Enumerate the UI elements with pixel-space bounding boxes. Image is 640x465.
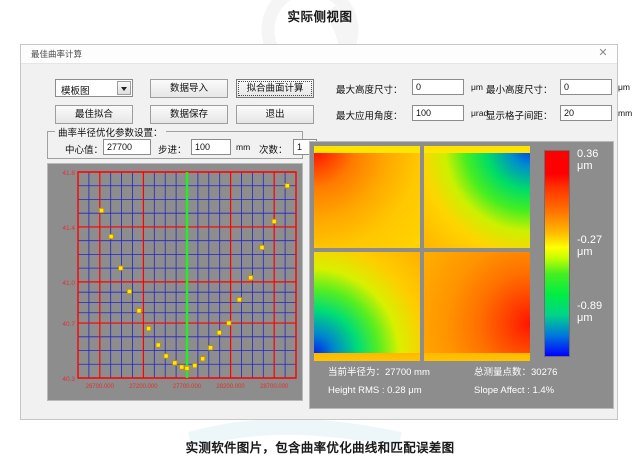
figure-caption: 实测软件图片，包含曲率优化曲线和匹配误差图 [185, 441, 455, 455]
colorbar: 0.36 μm -0.27 μm -0.89 μm [544, 148, 610, 357]
save-data-label: 数据保存 [169, 109, 208, 120]
page-title: 实际侧视图 [287, 10, 353, 24]
scatter-plot-svg: 40.3 40.7 41.0 41.4 41.8 26700.000 27200.000 27… [62, 170, 297, 390]
step-label: 步进： [158, 145, 187, 156]
height-rms-status: Height RMS : 0.28 μm [328, 385, 422, 396]
status-info-strip: 当前半径为：27700 mm 总测量点数：30276 Height RMS : … [314, 364, 610, 404]
colorbar-gradient [544, 150, 570, 357]
step-unit: mm [236, 142, 251, 152]
colorbar-mid-label: -0.27 μm [577, 234, 603, 258]
svg-text:28700.000: 28700.000 [260, 384, 289, 390]
fit-error-map-panel[interactable]: 0.36 μm -0.27 μm -0.89 μm 当前半径为：27700 mm 总测… [309, 141, 614, 409]
grid-spacing-input[interactable] [560, 105, 612, 121]
svg-text:40.3: 40.3 [62, 376, 75, 383]
curvature-optimization-chart[interactable]: 40.3 40.7 41.0 41.4 41.8 26700.000 27200.000 27… [47, 163, 303, 401]
total-points-status: 总测量点数：30276 [474, 367, 558, 378]
svg-text:40.7: 40.7 [62, 321, 75, 328]
window-title-bar: 最佳曲率计算 ✕ [21, 45, 617, 64]
min-height-label: 最小高度尺寸： [486, 85, 553, 96]
grid-spacing-label: 显示格子间距： [486, 111, 553, 122]
template-combo[interactable]: 模板图 [55, 79, 133, 97]
center-value-label: 中心值： [65, 145, 104, 156]
svg-text:41.0: 41.0 [62, 280, 75, 287]
heatmap-quadrant-top-right [424, 146, 530, 248]
svg-text:41.4: 41.4 [62, 225, 75, 232]
fit-error-heatmap[interactable] [314, 146, 530, 361]
best-fit-button[interactable]: 最佳拟合 [55, 105, 133, 124]
template-combo-value: 模板图 [61, 86, 90, 97]
max-angle-input[interactable] [412, 105, 464, 121]
min-height-input[interactable] [560, 79, 612, 95]
save-data-button[interactable]: 数据保存 [150, 105, 228, 124]
times-label: 次数： [259, 145, 288, 156]
heatmap-quadrant-top-left [314, 146, 420, 248]
chevron-down-icon[interactable] [117, 81, 131, 95]
slope-affect-status: Slope Affect : 1.4% [474, 385, 555, 396]
grid-spacing-unit: mm [618, 108, 633, 118]
app-window: 最佳曲率计算 ✕ 模板图 数据导入 拟合曲面计算 最佳拟合 数据保存 退出 最大… [20, 44, 632, 420]
exit-label: 退出 [265, 109, 285, 120]
current-radius-status: 当前半径为：27700 mm [328, 367, 430, 378]
svg-text:28200.000: 28200.000 [216, 384, 245, 390]
window-title: 最佳曲率计算 [31, 49, 83, 59]
heatmap-quadrant-bottom-left [314, 252, 420, 354]
best-fit-label: 最佳拟合 [74, 109, 113, 120]
fit-surface-label: 拟合曲面计算 [246, 83, 304, 94]
heatmap-quadrant-bottom-right [424, 252, 530, 354]
heatmap-vertical-divider [420, 146, 424, 361]
close-icon[interactable]: ✕ [598, 47, 608, 59]
svg-text:27700.000: 27700.000 [173, 384, 202, 390]
max-height-unit: μm [471, 82, 483, 92]
max-angle-unit: μrad [471, 108, 489, 118]
svg-text:41.8: 41.8 [62, 170, 75, 177]
min-height-unit: μm [618, 82, 630, 92]
max-angle-label: 最大应用角度： [336, 111, 403, 122]
step-input[interactable] [191, 139, 231, 155]
max-height-input[interactable] [412, 79, 464, 95]
colorbar-max-label: 0.36 μm [577, 148, 599, 172]
center-value-input[interactable] [103, 139, 151, 155]
max-height-label: 最大高度尺寸： [336, 85, 403, 96]
fit-surface-button[interactable]: 拟合曲面计算 [236, 79, 314, 98]
import-data-label: 数据导入 [169, 83, 208, 94]
svg-text:27200.000: 27200.000 [129, 384, 158, 390]
exit-button[interactable]: 退出 [236, 105, 314, 124]
curvature-group-title: 曲率半径优化参数设置： [55, 125, 166, 139]
heatmap-horizontal-divider [314, 248, 530, 252]
colorbar-min-label: -0.89 μm [577, 300, 603, 324]
import-data-button[interactable]: 数据导入 [150, 79, 228, 98]
svg-text:26700.000: 26700.000 [86, 384, 115, 390]
